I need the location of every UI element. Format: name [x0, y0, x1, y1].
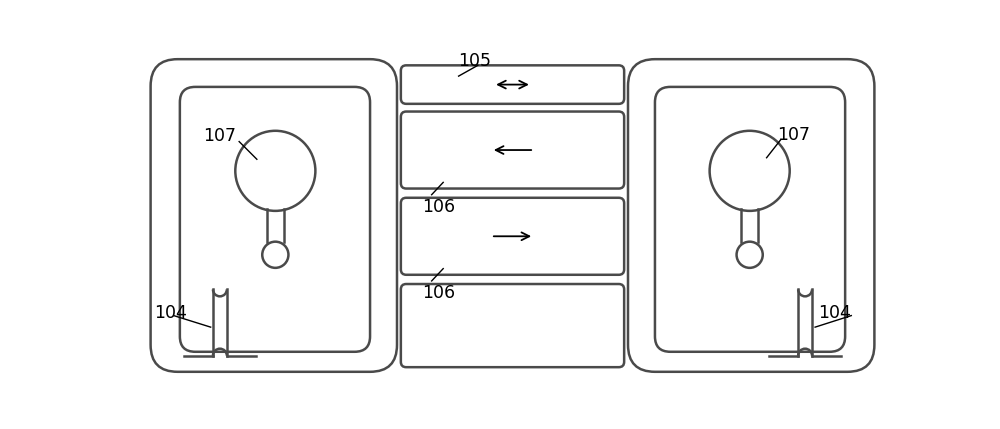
Text: 104: 104	[818, 304, 851, 322]
Text: 107: 107	[777, 126, 810, 144]
Text: 106: 106	[422, 284, 456, 302]
Text: 106: 106	[422, 198, 456, 216]
Text: 105: 105	[459, 52, 492, 70]
Text: 104: 104	[154, 304, 187, 322]
Text: 107: 107	[203, 127, 236, 145]
